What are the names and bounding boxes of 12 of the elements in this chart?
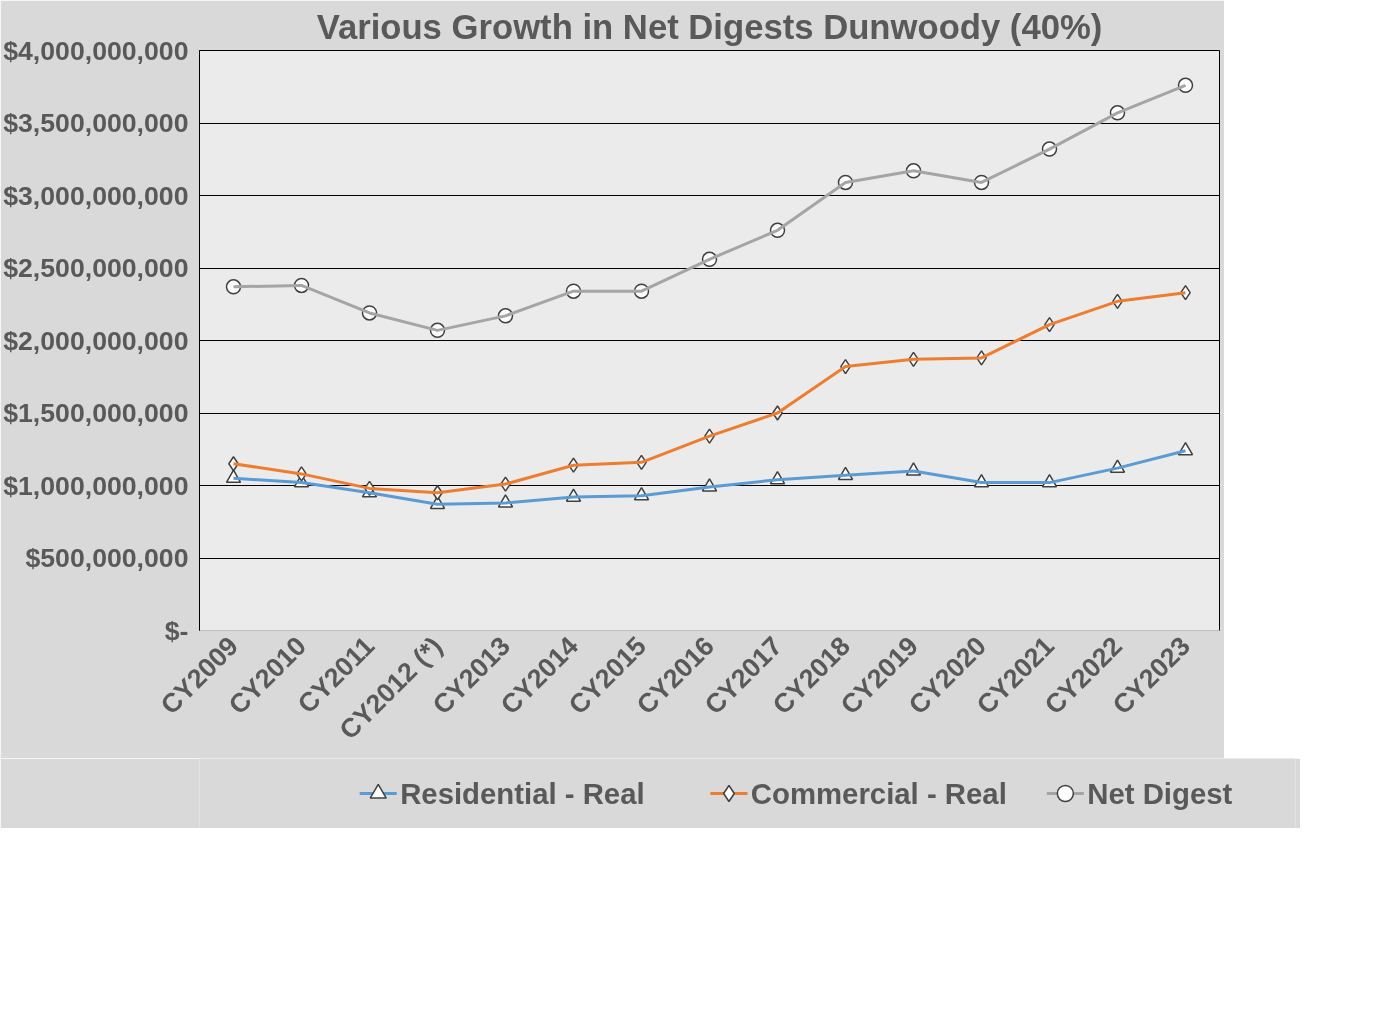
y-tick-label: $1,000,000,000	[3, 470, 189, 501]
y-tick-label: $1,500,000,000	[3, 398, 189, 428]
legend-label: Net Digest	[1087, 777, 1233, 810]
y-tick-label: $4,000,000,000	[3, 35, 189, 66]
y-tick-label: $3,500,000,000	[3, 108, 189, 138]
legend-label: Commercial - Real	[750, 777, 1007, 810]
y-tick-label: $3,000,000,000	[3, 180, 189, 211]
chart-title: Various Growth in Net Digests Dunwoody (40%)	[316, 7, 1103, 46]
legend-label: Residential - Real	[400, 777, 645, 810]
y-tick-label: $500,000,000	[25, 543, 189, 573]
y-tick-label: $2,000,000,000	[3, 325, 189, 356]
y-tick-label: $2,500,000,000	[3, 253, 189, 283]
